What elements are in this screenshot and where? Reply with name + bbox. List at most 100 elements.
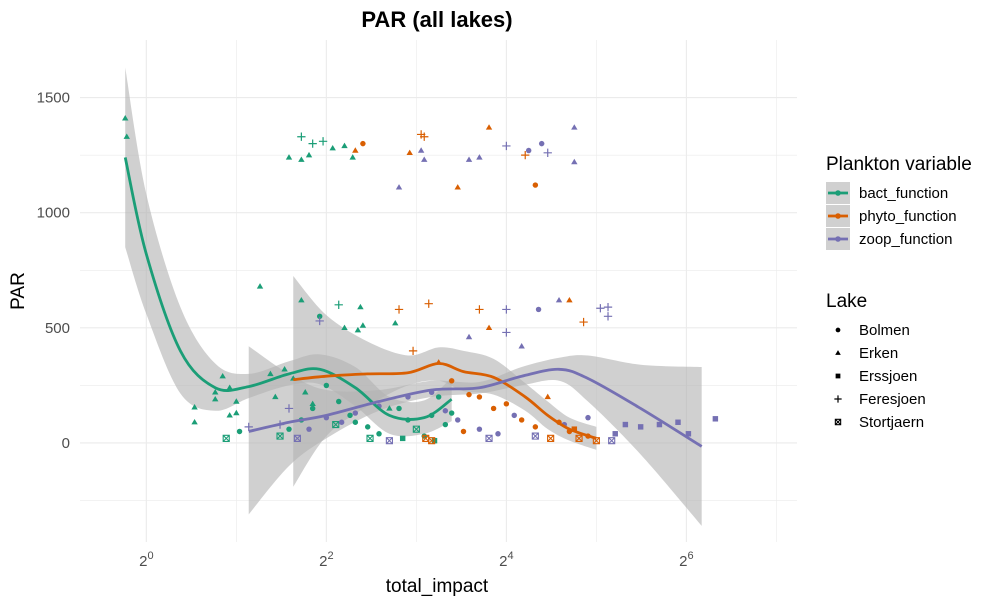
data-point-phyto_function (571, 426, 578, 432)
legend-key-dot (835, 190, 841, 196)
data-point-bact_function (305, 151, 313, 158)
data-point-bact_function (336, 398, 342, 405)
data-point-bact_function (226, 384, 233, 390)
data-point-zoop_function (454, 417, 461, 423)
legend-shape-label: Bolmen (859, 322, 910, 339)
data-point-zoop_function (352, 410, 359, 416)
data-point-bact_function (316, 313, 323, 320)
data-point-bact_function (349, 154, 356, 160)
data-point-bact_function (347, 412, 353, 419)
data-point-zoop_function (306, 426, 312, 432)
legend-key-circle (835, 327, 841, 333)
smooth-line-zoop_function (248, 367, 703, 448)
data-point-phyto_function (503, 401, 510, 407)
data-point-phyto_function (475, 305, 484, 314)
data-point-zoop_function (315, 316, 324, 326)
data-point-zoop_function (531, 432, 539, 440)
data-point-bact_function (298, 296, 305, 303)
data-point-zoop_function (421, 156, 428, 162)
data-point-bact_function (276, 432, 284, 440)
data-point-zoop_function (675, 419, 681, 425)
y-axis-ticks: 0 500 1000 1500 (37, 90, 70, 452)
data-point-phyto_function (544, 393, 551, 400)
data-point-zoop_function (608, 437, 616, 445)
data-point-zoop_function (502, 328, 511, 337)
data-point-zoop_function (603, 312, 613, 321)
smooth-lines (123, 157, 703, 448)
data-point-phyto_function (448, 378, 455, 384)
data-point-zoop_function (656, 421, 663, 428)
data-point-bact_function (352, 419, 359, 425)
data-point-zoop_function (485, 434, 493, 442)
data-point-bact_function (357, 303, 364, 310)
data-point-bact_function (399, 435, 406, 442)
data-point-phyto_function (476, 394, 483, 400)
data-point-phyto_function (532, 182, 539, 188)
data-point-phyto_function (406, 149, 413, 156)
data-point-bact_function (272, 393, 279, 400)
data-point-zoop_function (712, 416, 719, 422)
data-point-phyto_function (485, 124, 493, 130)
smooth-line-phyto_function (293, 362, 597, 440)
confidence-band-zoop_function (248, 346, 702, 526)
legend-shape-label: Erssjoen (859, 368, 917, 385)
data-point-zoop_function (637, 424, 644, 430)
data-point-zoop_function (417, 147, 425, 153)
x-tick-label: 22 (319, 550, 333, 570)
data-point-bact_function (123, 133, 130, 139)
data-point-bact_function (298, 156, 305, 162)
data-point-phyto_function (579, 317, 588, 327)
legend-shape-label: Erken (859, 345, 898, 362)
data-point-bact_function (226, 412, 233, 418)
data-point-bact_function (329, 144, 336, 151)
legend-key-plus (834, 395, 842, 403)
x-axis-title: total_impact (386, 576, 489, 597)
data-point-bact_function (341, 324, 348, 331)
data-point-phyto_function (490, 405, 497, 412)
data-point-zoop_function (502, 305, 511, 314)
data-point-bact_function (212, 389, 219, 395)
data-point-bact_function (442, 421, 449, 428)
data-point-phyto_function (566, 296, 573, 303)
data-point-bact_function (191, 404, 198, 410)
data-point-bact_function (366, 434, 374, 442)
data-point-zoop_function (571, 158, 578, 165)
data-point-bact_function (122, 115, 129, 121)
data-point-zoop_function (596, 304, 605, 313)
data-point-zoop_function (495, 431, 501, 437)
data-point-bact_function (302, 389, 309, 395)
data-point-phyto_function (420, 132, 429, 141)
x-axis-ticks: 20 22 24 26 (139, 550, 694, 570)
legend-color-label: bact_function (859, 185, 948, 202)
legend-key-dot (835, 236, 841, 242)
data-point-bact_function (332, 420, 340, 429)
y-tick-label: 0 (62, 435, 70, 452)
data-point-bact_function (281, 366, 288, 372)
data-point-phyto_function (460, 428, 467, 435)
data-point-bact_function (233, 398, 240, 404)
legend-color-title: Plankton variable (826, 154, 972, 175)
legend-shape-title: Lake (826, 291, 867, 312)
data-point-bact_function (318, 137, 328, 146)
data-point-bact_function (392, 319, 399, 326)
data-point-phyto_function (485, 324, 493, 331)
data-point-zoop_function (442, 408, 449, 414)
data-point-bact_function (396, 405, 402, 412)
data-point-zoop_function (395, 184, 403, 190)
data-point-zoop_function (685, 431, 692, 437)
data-point-phyto_function (521, 150, 530, 160)
data-point-phyto_function (428, 437, 436, 445)
data-point-zoop_function (244, 422, 253, 432)
confidence-band-bact_function (125, 67, 452, 437)
data-point-phyto_function (466, 391, 472, 398)
data-point-zoop_function (284, 404, 294, 413)
data-point-bact_function (376, 431, 382, 437)
smooth-line-bact_function (123, 157, 453, 421)
data-point-phyto_function (547, 434, 555, 442)
data-point-zoop_function (465, 333, 473, 340)
smooth-bands (125, 67, 702, 526)
chart-title: PAR (all lakes) (361, 7, 512, 32)
data-point-zoop_function (543, 148, 552, 157)
data-point-zoop_function (385, 437, 393, 445)
